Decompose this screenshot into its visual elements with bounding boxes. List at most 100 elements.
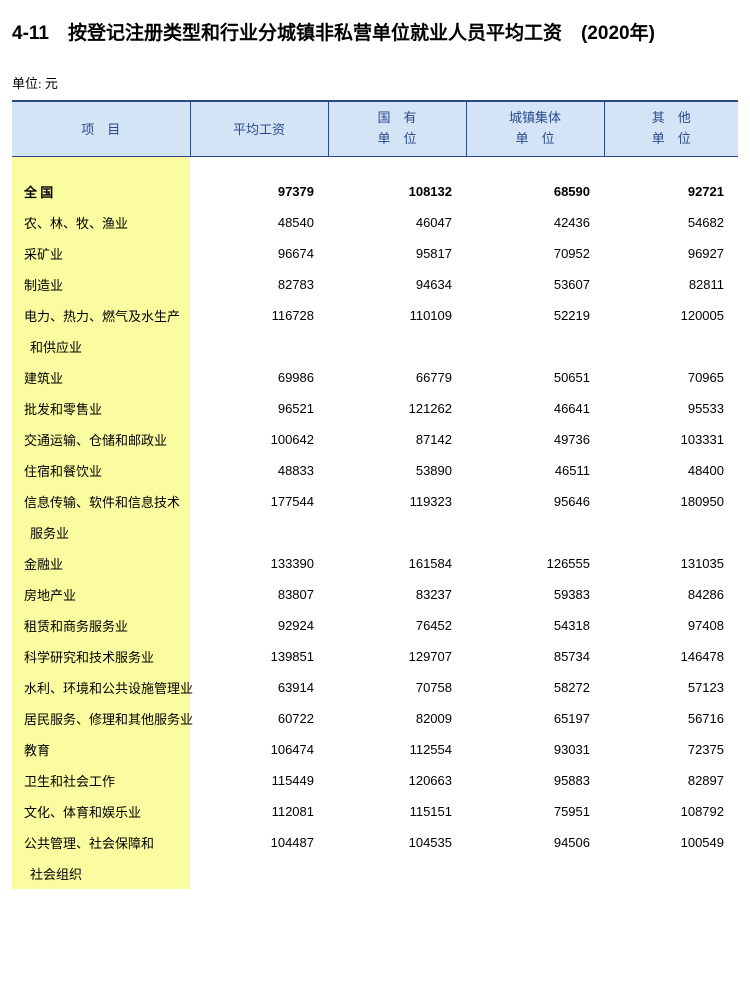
row-value: 82811 <box>604 269 738 300</box>
row-value <box>328 331 466 362</box>
row-value: 93031 <box>466 734 604 765</box>
row-value: 48540 <box>190 207 328 238</box>
row-value: 96927 <box>604 238 738 269</box>
col-header-other: 其 他单 位 <box>604 101 738 156</box>
row-value: 180950 <box>604 486 738 517</box>
row-value: 72375 <box>604 734 738 765</box>
table-row: 全 国973791081326859092721 <box>12 176 738 207</box>
row-value <box>190 858 328 889</box>
row-value: 92721 <box>604 176 738 207</box>
row-value: 76452 <box>328 610 466 641</box>
row-value: 82009 <box>328 703 466 734</box>
row-value: 97408 <box>604 610 738 641</box>
row-value: 70952 <box>466 238 604 269</box>
row-value: 46511 <box>466 455 604 486</box>
table-row: 科学研究和技术服务业13985112970785734146478 <box>12 641 738 672</box>
row-label: 住宿和餐饮业 <box>12 455 190 486</box>
row-value: 133390 <box>190 548 328 579</box>
unit-label: 单位: 元 <box>12 73 738 92</box>
row-value <box>466 331 604 362</box>
row-value: 115449 <box>190 765 328 796</box>
row-value: 95883 <box>466 765 604 796</box>
row-value: 161584 <box>328 548 466 579</box>
row-label: 服务业 <box>12 517 190 548</box>
row-value: 82897 <box>604 765 738 796</box>
table-row: 卫生和社会工作1154491206639588382897 <box>12 765 738 796</box>
row-value: 120663 <box>328 765 466 796</box>
row-value <box>190 517 328 548</box>
table-row <box>12 156 738 176</box>
row-value <box>466 517 604 548</box>
table-row: 公共管理、社会保障和10448710453594506100549 <box>12 827 738 858</box>
row-value: 96521 <box>190 393 328 424</box>
table-row: 居民服务、修理和其他服务业60722820096519756716 <box>12 703 738 734</box>
row-value: 68590 <box>466 176 604 207</box>
row-value: 63914 <box>190 672 328 703</box>
row-label: 信息传输、软件和信息技术 <box>12 486 190 517</box>
table-row: 电力、热力、燃气及水生产11672811010952219120005 <box>12 300 738 331</box>
row-value: 126555 <box>466 548 604 579</box>
table-row: 住宿和餐饮业48833538904651148400 <box>12 455 738 486</box>
row-value <box>604 331 738 362</box>
row-label: 科学研究和技术服务业 <box>12 641 190 672</box>
row-label: 农、林、牧、渔业 <box>12 207 190 238</box>
row-value <box>466 156 604 176</box>
wage-table: 项 目 平均工资 国 有单 位 城镇集体单 位 其 他单 位 全 国973791… <box>12 100 738 889</box>
table-row: 信息传输、软件和信息技术17754411932395646180950 <box>12 486 738 517</box>
row-value: 108132 <box>328 176 466 207</box>
row-value: 116728 <box>190 300 328 331</box>
row-value: 104535 <box>328 827 466 858</box>
table-row: 房地产业83807832375938384286 <box>12 579 738 610</box>
row-value: 83237 <box>328 579 466 610</box>
row-value <box>604 156 738 176</box>
row-label: 卫生和社会工作 <box>12 765 190 796</box>
row-value: 129707 <box>328 641 466 672</box>
row-value: 100642 <box>190 424 328 455</box>
row-value: 60722 <box>190 703 328 734</box>
row-value: 106474 <box>190 734 328 765</box>
row-value: 119323 <box>328 486 466 517</box>
row-value: 69986 <box>190 362 328 393</box>
row-value: 96674 <box>190 238 328 269</box>
table-row: 批发和零售业965211212624664195533 <box>12 393 738 424</box>
table-row: 教育1064741125549303172375 <box>12 734 738 765</box>
row-value: 70965 <box>604 362 738 393</box>
row-value: 52219 <box>466 300 604 331</box>
row-value: 85734 <box>466 641 604 672</box>
row-label: 公共管理、社会保障和 <box>12 827 190 858</box>
row-value: 95646 <box>466 486 604 517</box>
row-value: 75951 <box>466 796 604 827</box>
row-value: 121262 <box>328 393 466 424</box>
col-header-collective: 城镇集体单 位 <box>466 101 604 156</box>
row-value: 84286 <box>604 579 738 610</box>
row-value: 53890 <box>328 455 466 486</box>
row-value: 112554 <box>328 734 466 765</box>
row-value: 54682 <box>604 207 738 238</box>
row-label: 社会组织 <box>12 858 190 889</box>
table-row: 水利、环境和公共设施管理业63914707585827257123 <box>12 672 738 703</box>
table-row: 租赁和商务服务业92924764525431897408 <box>12 610 738 641</box>
col-header-state: 国 有单 位 <box>328 101 466 156</box>
table-row: 交通运输、仓储和邮政业1006428714249736103331 <box>12 424 738 455</box>
row-value: 104487 <box>190 827 328 858</box>
row-value <box>466 858 604 889</box>
row-value: 70758 <box>328 672 466 703</box>
row-value: 112081 <box>190 796 328 827</box>
row-label <box>12 156 190 176</box>
row-label: 采矿业 <box>12 238 190 269</box>
row-value: 65197 <box>466 703 604 734</box>
row-value: 108792 <box>604 796 738 827</box>
table-row: 建筑业69986667795065170965 <box>12 362 738 393</box>
row-value: 46641 <box>466 393 604 424</box>
row-value: 110109 <box>328 300 466 331</box>
row-value: 54318 <box>466 610 604 641</box>
row-label: 金融业 <box>12 548 190 579</box>
row-value: 103331 <box>604 424 738 455</box>
row-label: 教育 <box>12 734 190 765</box>
row-value: 83807 <box>190 579 328 610</box>
table-row: 制造业82783946345360782811 <box>12 269 738 300</box>
row-value: 94634 <box>328 269 466 300</box>
table-row: 金融业133390161584126555131035 <box>12 548 738 579</box>
row-value: 57123 <box>604 672 738 703</box>
row-value: 177544 <box>190 486 328 517</box>
